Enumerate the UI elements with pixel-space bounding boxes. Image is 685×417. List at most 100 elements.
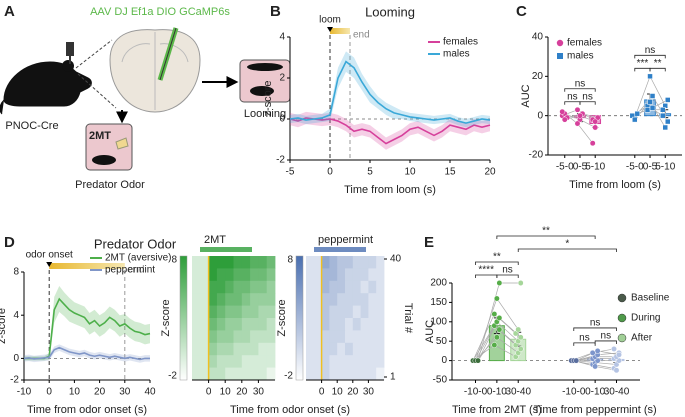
heatmap-cell — [192, 268, 201, 282]
heatmap-cell — [329, 293, 338, 306]
heatmap-cell — [352, 256, 361, 269]
implant — [66, 42, 74, 56]
significance-bracket — [517, 248, 617, 252]
heatmap-cell — [329, 318, 338, 331]
event-label: odor onset — [26, 250, 73, 261]
heatmap-cell — [241, 342, 251, 356]
point — [496, 326, 503, 333]
heatmap-cell — [306, 280, 315, 294]
y-tick-label: 8 — [13, 267, 19, 278]
heatmap-cell — [368, 256, 377, 269]
x-tick-label: 0 — [46, 387, 52, 398]
x-tick-label: 10 — [332, 387, 344, 398]
event-label: end — [128, 265, 145, 276]
heatmap-cell — [250, 367, 259, 381]
point — [589, 349, 596, 356]
y-tick-label: 150 — [430, 297, 447, 308]
heatmap-cell — [352, 318, 361, 331]
x-tick-label: 10 — [404, 167, 416, 178]
heatmap-cell — [329, 367, 338, 381]
heatmap-cell — [208, 268, 218, 282]
significance-label: ns — [645, 45, 656, 56]
heatmap-cell — [233, 293, 243, 306]
heatmap-cell — [337, 318, 346, 331]
heatmap-cell — [321, 305, 330, 319]
heatmap-cell — [216, 355, 226, 368]
mouse-ear — [62, 60, 74, 72]
panel-label: A — [4, 3, 15, 20]
heatmap-cell — [368, 367, 377, 381]
significance-label: *** — [637, 58, 649, 69]
legend-label: males — [443, 49, 470, 60]
heatmap-cell — [352, 355, 361, 368]
significance-label: ns — [579, 333, 590, 344]
heatmap-cell — [266, 280, 276, 294]
heatmap-cell — [321, 268, 330, 282]
heatmap-cell — [225, 367, 234, 381]
heatmap-cell — [360, 268, 369, 282]
heatmap-cell — [360, 280, 369, 294]
heatmap-cell — [345, 268, 354, 282]
event-marker — [46, 262, 53, 267]
panel-label: D — [4, 234, 15, 251]
point — [632, 116, 638, 123]
x-tick-label: 5-10 — [585, 162, 605, 173]
legend-label: males — [567, 51, 594, 62]
significance-label: **** — [478, 265, 494, 276]
heatmap-cell — [225, 293, 234, 306]
heatmap-cell — [266, 355, 276, 368]
heatmap-cell — [313, 268, 322, 282]
heatmap-cell — [345, 318, 354, 331]
heatmap-cell — [376, 342, 385, 356]
y-axis-label: z-score — [0, 308, 8, 344]
significance-label: ** — [542, 226, 550, 237]
heatmap-cell — [233, 256, 243, 269]
colorbar-tick-label: 8 — [171, 255, 177, 266]
heatmap-cell — [216, 268, 226, 282]
y-tick-label: -20 — [529, 150, 544, 161]
heatmap-cell — [216, 330, 226, 344]
heatmap-cell — [266, 367, 276, 381]
point — [515, 326, 522, 333]
y-axis-label: AUC — [424, 320, 436, 343]
heatmap-cell — [208, 305, 218, 319]
heatmap-cell — [306, 355, 315, 368]
heatmap-cell — [345, 330, 354, 344]
heatmap-cell — [250, 318, 259, 331]
heatmap-cell — [321, 330, 330, 344]
event-label: end — [353, 30, 370, 41]
x-tick-label: 20 — [236, 387, 248, 398]
heatmap-cell — [337, 330, 346, 344]
point — [559, 108, 566, 115]
point — [577, 112, 583, 119]
heatmap-cell — [376, 355, 385, 368]
heatmap-cell — [200, 256, 209, 269]
heatmap-cell — [266, 256, 276, 269]
heatmap-cell — [368, 318, 377, 331]
point — [647, 73, 653, 80]
x-tick-label: -5-0 — [626, 162, 644, 173]
heatmap-cell — [225, 280, 234, 294]
x-tick-label: -5-0 — [556, 162, 574, 173]
point — [475, 357, 481, 364]
y-tick-label: 0 — [13, 353, 19, 364]
heatmap-cell — [337, 293, 346, 306]
heatmap-cell — [208, 367, 218, 381]
heatmap-cell — [241, 280, 251, 294]
heatmap-cell — [345, 293, 354, 306]
point — [517, 280, 524, 286]
heatmap-cell — [329, 268, 338, 282]
heatmap-cell — [266, 305, 276, 319]
colorbar — [295, 255, 304, 381]
x-axis-label: Time from odor onset (s) — [27, 404, 147, 416]
y-tick-label: 1 — [390, 372, 396, 383]
heatmap-cell — [241, 367, 251, 381]
legend-label: peppermint — [105, 265, 155, 276]
point — [665, 118, 671, 125]
significance-label: ns — [582, 91, 593, 102]
heatmap-cell — [321, 342, 330, 356]
colorbar-tick-label: 8 — [287, 255, 293, 266]
point — [594, 347, 601, 354]
heatmap-cell — [352, 305, 361, 319]
